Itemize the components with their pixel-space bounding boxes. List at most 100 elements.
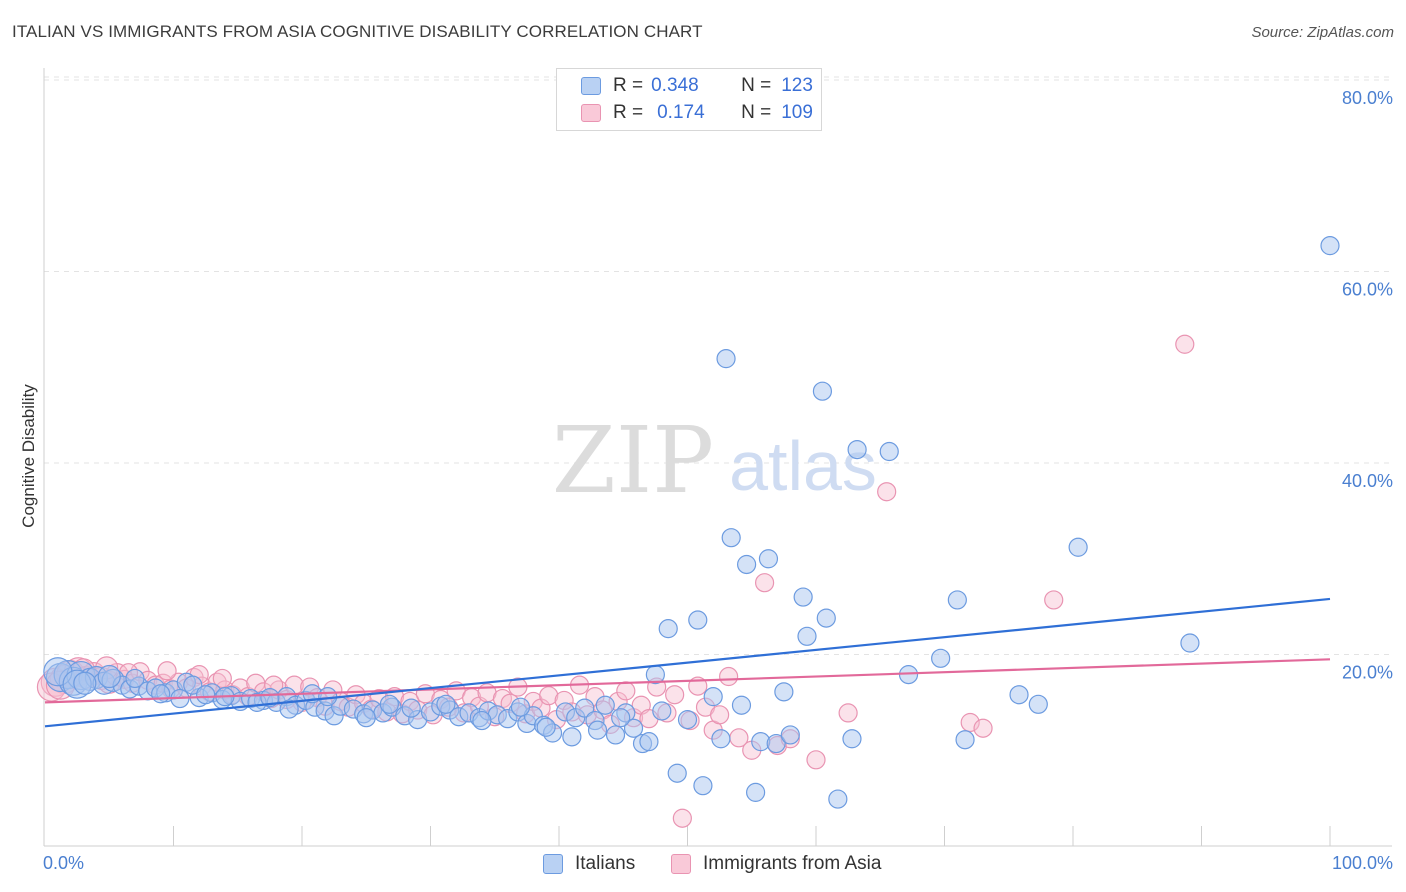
data-point-asia [973, 718, 993, 738]
data-point-italians [828, 789, 848, 809]
y-tick-label: 20.0% [1342, 663, 1393, 683]
data-point-italians [758, 549, 779, 569]
data-point-italians [611, 708, 631, 728]
data-point-italians [1009, 685, 1029, 705]
watermark: ZIP atlas [552, 407, 877, 514]
data-point-italians [575, 698, 595, 718]
legend-n-value: 123 [781, 75, 813, 96]
data-point-asia [1044, 590, 1064, 610]
legend-swatch-asia [671, 854, 691, 874]
y-tick-label: 40.0% [1342, 471, 1393, 491]
trend-line-italians [44, 597, 1331, 728]
source-label: Source: ZipAtlas.com [1251, 24, 1394, 41]
data-point-italians [711, 729, 731, 749]
data-point-italians [947, 590, 967, 610]
data-point-italians [1028, 694, 1048, 714]
data-point-italians [797, 626, 817, 646]
data-point-italians [746, 782, 766, 802]
data-point-asia [672, 808, 692, 828]
data-point-italians [842, 729, 862, 749]
legend-item-italians[interactable]: Italians [543, 853, 635, 875]
trend-lines [44, 597, 1331, 728]
data-point-asia [616, 681, 636, 701]
legend-n-label: N = [741, 75, 772, 96]
x-tick-label: 0.0% [43, 853, 84, 873]
legend-row-italians: R = 0.348 N = 123 [581, 73, 813, 99]
data-point-italians [1320, 236, 1340, 256]
data-point-italians [73, 671, 97, 695]
data-point-italians [536, 717, 556, 737]
watermark-zip: ZIP [552, 407, 714, 514]
y-tick-label: 80.0% [1342, 88, 1393, 108]
data-point-italians [196, 685, 216, 705]
data-point-italians [780, 725, 800, 745]
data-point-asia [838, 703, 858, 723]
legend-swatch-italians [581, 77, 601, 95]
legend-n-value: 109 [781, 102, 813, 123]
series-italians [43, 236, 1340, 809]
data-point-asia [754, 573, 775, 593]
data-point-italians [812, 381, 833, 401]
legend-swatch-asia [581, 104, 601, 122]
legend-r-label: R = [613, 75, 644, 96]
data-point-italians [260, 687, 280, 708]
data-point-italians [595, 695, 615, 715]
chart-title: ITALIAN VS IMMIGRANTS FROM ASIA COGNITIV… [12, 22, 703, 41]
data-point-italians [510, 697, 531, 717]
legend-item-immigrants-from-asia[interactable]: Immigrants from Asia [671, 853, 881, 875]
series-legend: Italians Immigrants from Asia [0, 851, 1406, 879]
data-point-italians [1068, 537, 1088, 557]
data-point-italians [677, 710, 698, 730]
data-point-italians [766, 733, 786, 754]
data-point-italians [774, 682, 794, 702]
data-point-italians [623, 718, 644, 738]
data-point-italians [587, 720, 608, 740]
data-point-italians [151, 684, 171, 704]
data-point-asia [1175, 334, 1195, 354]
data-point-asia [710, 705, 730, 725]
data-point-italians [436, 694, 456, 714]
data-point-italians [605, 725, 626, 745]
x-tick-label: 100.0% [1332, 853, 1393, 873]
data-point-asia [665, 685, 685, 705]
data-point-italians [652, 701, 672, 721]
legend-label-immigrants-from-asia: Immigrants from Asia [703, 853, 882, 874]
data-point-asia [806, 750, 826, 770]
data-point-italians [688, 610, 708, 630]
legend-label-italians: Italians [575, 853, 636, 874]
y-tick-label: 60.0% [1342, 280, 1393, 300]
stats-legend: R = 0.348 N = 123 R = 0.174 N = 109 [556, 68, 822, 131]
data-point-asia [877, 482, 897, 502]
legend-swatch-italians [543, 854, 563, 874]
data-point-italians [472, 710, 492, 731]
legend-r-label: R = [613, 102, 644, 123]
data-point-asia [157, 661, 177, 681]
data-point-italians [279, 699, 299, 719]
y-axis-label: Cognitive Disability [19, 384, 38, 528]
data-point-italians [125, 668, 145, 689]
data-point-italians [379, 694, 399, 714]
axes [43, 68, 1392, 847]
watermark-atlas: atlas [729, 427, 877, 505]
data-point-asia [539, 686, 559, 706]
data-point-italians [816, 608, 836, 628]
legend-r-value: 0.348 [651, 75, 699, 96]
data-point-italians [658, 619, 678, 639]
data-point-italians [667, 763, 687, 783]
data-point-italians [1180, 633, 1200, 653]
legend-n-label: N = [741, 102, 772, 123]
data-point-italians [703, 687, 723, 707]
data-point-italians [97, 664, 121, 689]
data-point-italians [879, 441, 899, 462]
gridlines [44, 76, 1392, 655]
data-point-italians [793, 587, 813, 607]
data-point-italians [955, 730, 975, 750]
data-point-italians [931, 648, 951, 668]
data-point-italians [401, 698, 421, 718]
data-point-italians [731, 695, 752, 715]
data-point-italians [721, 528, 741, 548]
trend-line-asia [44, 658, 1331, 704]
tick-labels: 20.0% 40.0% 60.0% 80.0% 0.0% 100.0% [43, 88, 1393, 873]
data-point-italians [716, 349, 736, 369]
